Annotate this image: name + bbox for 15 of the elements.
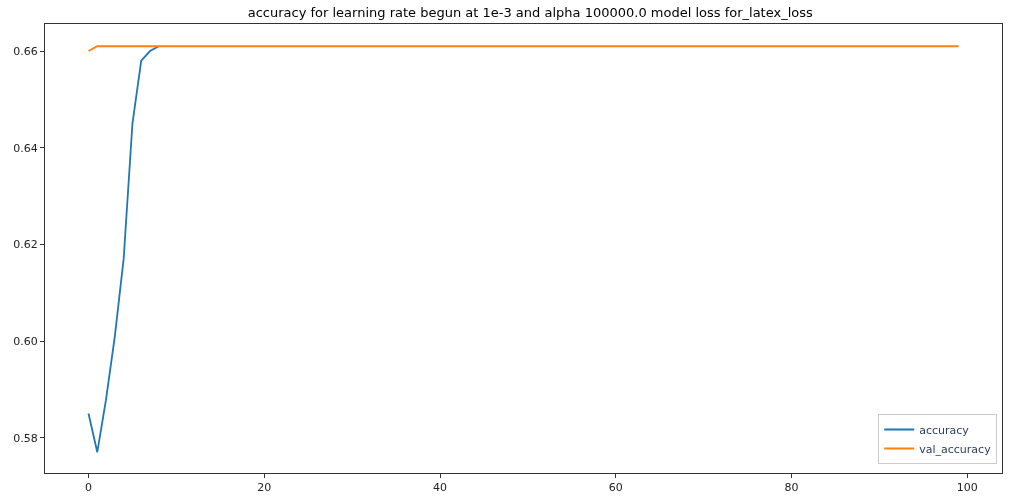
x-tick-label: 20 [257,481,272,495]
x-tick-label: 80 [784,481,799,495]
y-tick-label: 0.62 [13,238,38,252]
chart-title: accuracy for learning rate begun at 1e-3 and alpha 100000.0 model loss for_latex_loss [247,4,814,20]
x-tick-label: 100 [956,481,978,495]
y-tick-label: 0.60 [13,334,38,348]
y-tick-label: 0.58 [13,431,38,445]
x-tick-label: 0 [85,481,92,495]
x-tick-label: 60 [608,481,623,495]
y-tick-label: 0.66 [13,44,38,58]
line-series [87,45,160,454]
y-tick-label: 0.64 [13,141,38,155]
x-tick-label: 40 [433,481,448,495]
legend-label: val_accuracy [919,442,992,456]
legend-label: accuracy [919,423,970,437]
